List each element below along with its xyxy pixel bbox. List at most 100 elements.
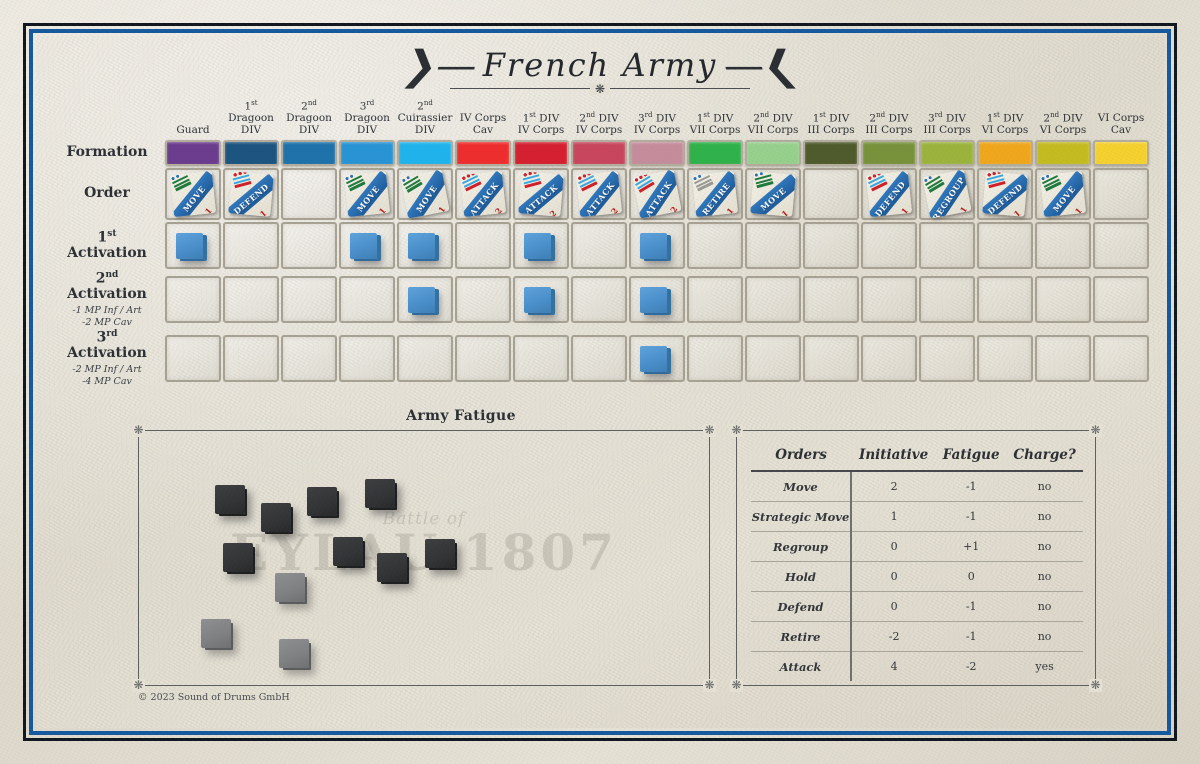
order-slot-3rd-div-iii-corps[interactable]: REGROUP 0 +1 xyxy=(919,168,975,221)
activation-2-slot-1st-dragoon-div[interactable] xyxy=(223,276,279,324)
activation-1-slot-2nd-div-iii-corps[interactable] xyxy=(861,222,917,270)
activation-3-slot-2nd-cuirassier-div[interactable] xyxy=(397,334,453,382)
activation-2-cell-2nd-dragoon-div[interactable] xyxy=(280,270,338,329)
activation-2-slot-2nd-div-iv-corps[interactable] xyxy=(571,276,627,324)
activation-1-cell-1st-dragoon-div[interactable] xyxy=(222,221,280,270)
activation-3-cell-vi-corps-cav[interactable] xyxy=(1092,329,1150,388)
fatigue-cube-dark[interactable] xyxy=(261,503,291,532)
activation-3-slot-3rd-div-iv-corps[interactable] xyxy=(629,334,685,382)
activation-3-cell-1st-div-vi-corps[interactable] xyxy=(976,329,1034,388)
activation-3-slot-3rd-dragoon-div[interactable] xyxy=(339,334,395,382)
order-cell-1st-div-iii-corps[interactable] xyxy=(802,167,860,221)
activation-1-slot-1st-div-vii-corps[interactable] xyxy=(687,222,743,270)
activation-cube[interactable] xyxy=(350,233,381,262)
activation-3-slot-guard[interactable] xyxy=(165,334,221,382)
activation-3-slot-1st-div-iii-corps[interactable] xyxy=(803,334,859,382)
activation-3-slot-2nd-div-iii-corps[interactable] xyxy=(861,334,917,382)
activation-1-cell-1st-div-vi-corps[interactable] xyxy=(976,221,1034,270)
activation-2-cell-2nd-div-vii-corps[interactable] xyxy=(744,270,802,329)
order-slot-2nd-div-iii-corps[interactable]: DEFEND 0 -1 xyxy=(861,168,917,221)
activation-1-slot-iv-corps-cav[interactable] xyxy=(455,222,511,270)
order-cell-3rd-div-iv-corps[interactable]: ATTACK +4 -2 xyxy=(628,167,686,221)
order-card-move-2nd-div-vi-corps[interactable]: MOVE+2 -1 xyxy=(1039,171,1087,218)
order-card-move-2nd-cuirassier-div[interactable]: MOVE +2 -1 xyxy=(400,169,450,219)
order-cell-2nd-div-vi-corps[interactable]: MOVE+2 -1 xyxy=(1034,167,1092,221)
order-card-attack-iv-corps-cav[interactable]: ATTACK+4 -2 xyxy=(459,171,507,218)
order-cell-3rd-div-iii-corps[interactable]: REGROUP 0 +1 xyxy=(918,167,976,221)
army-fatigue-track[interactable]: ❋ ❋ ❋ ❋ Battle of EYLAU 1807 xyxy=(132,424,716,692)
activation-2-slot-guard[interactable] xyxy=(165,276,221,324)
activation-2-slot-3rd-div-iv-corps[interactable] xyxy=(629,276,685,324)
activation-2-slot-1st-div-iii-corps[interactable] xyxy=(803,276,859,324)
order-slot-2nd-div-iv-corps[interactable]: ATTACK+4 -2 xyxy=(571,168,627,221)
order-cell-2nd-cuirassier-div[interactable]: MOVE +2 -1 xyxy=(396,167,454,221)
activation-1-cell-1st-div-iii-corps[interactable] xyxy=(802,221,860,270)
activation-3-slot-2nd-dragoon-div[interactable] xyxy=(281,334,337,382)
activation-2-slot-2nd-div-iii-corps[interactable] xyxy=(861,276,917,324)
activation-3-cell-2nd-div-vi-corps[interactable] xyxy=(1034,329,1092,388)
activation-1-cell-iv-corps-cav[interactable] xyxy=(454,221,512,270)
activation-3-slot-1st-div-vii-corps[interactable] xyxy=(687,334,743,382)
activation-3-cell-2nd-div-iii-corps[interactable] xyxy=(860,329,918,388)
fatigue-cube-gray[interactable] xyxy=(201,619,231,648)
activation-1-slot-guard[interactable] xyxy=(165,222,221,270)
activation-1-cell-2nd-cuirassier-div[interactable] xyxy=(396,221,454,270)
order-card-move-guard[interactable]: MOVE+2 -1 xyxy=(169,171,217,218)
activation-cube[interactable] xyxy=(640,233,671,262)
activation-1-slot-3rd-div-iv-corps[interactable] xyxy=(629,222,685,270)
order-cell-2nd-dragoon-div[interactable] xyxy=(280,167,338,221)
activation-1-cell-3rd-div-iv-corps[interactable] xyxy=(628,221,686,270)
activation-2-cell-1st-dragoon-div[interactable] xyxy=(222,270,280,329)
activation-1-slot-1st-div-iv-corps[interactable] xyxy=(513,222,569,270)
activation-2-slot-3rd-div-iii-corps[interactable] xyxy=(919,276,975,324)
activation-3-cell-2nd-dragoon-div[interactable] xyxy=(280,329,338,388)
activation-cube[interactable] xyxy=(524,287,555,316)
activation-3-cell-3rd-div-iv-corps[interactable] xyxy=(628,329,686,388)
order-card-attack-3rd-div-iv-corps[interactable]: ATTACK +4 -2 xyxy=(632,169,682,219)
activation-cube[interactable] xyxy=(640,287,671,316)
activation-3-cell-2nd-cuirassier-div[interactable] xyxy=(396,329,454,388)
order-slot-3rd-div-iv-corps[interactable]: ATTACK +4 -2 xyxy=(629,168,685,221)
activation-cube[interactable] xyxy=(408,233,439,262)
activation-2-slot-iv-corps-cav[interactable] xyxy=(455,276,511,324)
order-slot-1st-div-iv-corps[interactable]: ATTACK+4 -2 xyxy=(513,168,569,221)
fatigue-cube-dark[interactable] xyxy=(377,553,407,582)
activation-2-slot-1st-div-vi-corps[interactable] xyxy=(977,276,1033,324)
activation-1-slot-2nd-div-iv-corps[interactable] xyxy=(571,222,627,270)
activation-3-slot-iv-corps-cav[interactable] xyxy=(455,334,511,382)
activation-1-cell-guard[interactable] xyxy=(164,221,222,270)
activation-cube[interactable] xyxy=(524,233,555,262)
activation-1-slot-vi-corps-cav[interactable] xyxy=(1093,222,1149,270)
activation-3-slot-1st-dragoon-div[interactable] xyxy=(223,334,279,382)
order-cell-3rd-dragoon-div[interactable]: MOVE+2 -1 xyxy=(338,167,396,221)
activation-1-slot-3rd-dragoon-div[interactable] xyxy=(339,222,395,270)
activation-1-slot-3rd-div-iii-corps[interactable] xyxy=(919,222,975,270)
activation-2-cell-2nd-div-iii-corps[interactable] xyxy=(860,270,918,329)
activation-2-cell-vi-corps-cav[interactable] xyxy=(1092,270,1150,329)
activation-1-cell-2nd-div-iv-corps[interactable] xyxy=(570,221,628,270)
activation-2-cell-iv-corps-cav[interactable] xyxy=(454,270,512,329)
fatigue-cube-dark[interactable] xyxy=(425,539,455,568)
activation-3-cell-1st-div-iii-corps[interactable] xyxy=(802,329,860,388)
order-slot-2nd-div-vii-corps[interactable]: MOVE+2 -1 xyxy=(745,168,801,221)
fatigue-cube-gray[interactable] xyxy=(275,573,305,602)
order-cell-2nd-div-iii-corps[interactable]: DEFEND 0 -1 xyxy=(860,167,918,221)
order-card-move-3rd-dragoon-div[interactable]: MOVE+2 -1 xyxy=(343,171,391,218)
activation-cube[interactable] xyxy=(176,233,207,262)
activation-1-slot-2nd-div-vii-corps[interactable] xyxy=(745,222,801,270)
order-card-defend-2nd-div-iii-corps[interactable]: DEFEND 0 -1 xyxy=(865,171,913,218)
order-card-retire-1st-div-vii-corps[interactable]: RETIRE -2 -1 xyxy=(691,171,739,218)
activation-3-slot-vi-corps-cav[interactable] xyxy=(1093,334,1149,382)
activation-2-cell-1st-div-iii-corps[interactable] xyxy=(802,270,860,329)
activation-2-slot-2nd-div-vii-corps[interactable] xyxy=(745,276,801,324)
order-cell-2nd-div-iv-corps[interactable]: ATTACK+4 -2 xyxy=(570,167,628,221)
activation-cube[interactable] xyxy=(640,345,671,374)
order-cell-iv-corps-cav[interactable]: ATTACK+4 -2 xyxy=(454,167,512,221)
activation-3-slot-1st-div-iv-corps[interactable] xyxy=(513,334,569,382)
order-card-regroup-3rd-div-iii-corps[interactable]: REGROUP 0 +1 xyxy=(922,169,972,219)
activation-1-cell-1st-div-iv-corps[interactable] xyxy=(512,221,570,270)
activation-1-cell-2nd-div-vi-corps[interactable] xyxy=(1034,221,1092,270)
order-slot-2nd-div-vi-corps[interactable]: MOVE+2 -1 xyxy=(1035,168,1091,221)
